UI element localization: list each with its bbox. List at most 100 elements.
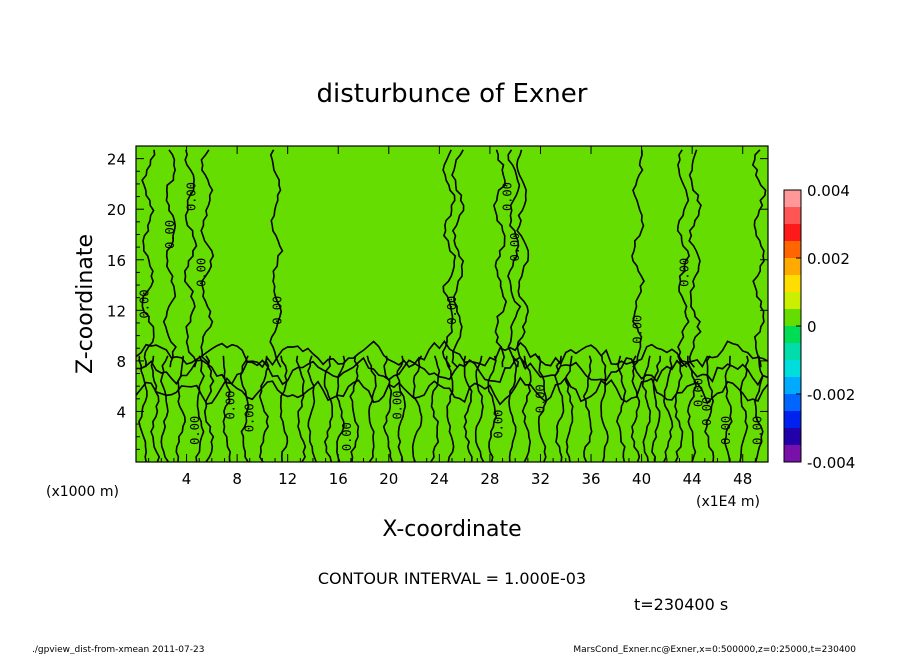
y-tick-label: 4 (116, 403, 126, 421)
x-tick-label: 40 (632, 470, 651, 488)
contour-line (175, 355, 186, 462)
contour-line (258, 355, 270, 462)
contour-line (631, 149, 645, 368)
contour-label: 0.00 (243, 403, 257, 432)
contour-line (487, 355, 498, 462)
contour-line (396, 355, 407, 462)
colorbar-tick-label: -0.002 (807, 386, 855, 404)
contour-line (136, 376, 768, 406)
contour-label: 0.00 (270, 296, 284, 325)
contour-line (686, 355, 697, 462)
contour-line (203, 355, 215, 462)
contour-label: 0.00 (195, 258, 209, 287)
contour-line (463, 355, 473, 462)
contour-label: 0.00 (390, 391, 404, 420)
footer-right: MarsCond_Exner.nc@Exner,x=0:500000,z=0:2… (573, 645, 856, 654)
contour-line (366, 355, 377, 462)
colorbar-segment (784, 275, 801, 292)
contour-line (474, 355, 485, 462)
footer-left: ./gpview_dist-from-xmean 2011-07-23 (32, 645, 204, 654)
contour-line (751, 149, 767, 368)
contour-line (136, 339, 768, 369)
contour-line (754, 355, 764, 462)
contour-line (195, 355, 205, 462)
contour-line (739, 355, 749, 462)
contour-line (222, 355, 232, 462)
x-tick-label: 16 (329, 470, 348, 488)
contour-line (307, 355, 317, 462)
contour-line (335, 355, 346, 462)
colorbar-segment (784, 428, 801, 445)
contour-label: 0.00 (631, 315, 645, 344)
colorbar-tick-label: 0.002 (807, 250, 850, 268)
y-tick-label: 20 (107, 201, 126, 219)
contour-label: 0.00 (163, 220, 177, 249)
contour-line (183, 149, 198, 368)
contour-labels: 0.000.000.000.000.00 0.000.000.000.000.00… (138, 182, 765, 451)
contour-line (200, 149, 215, 368)
x-unit-left: (x1000 m) (46, 484, 119, 500)
colorbar (783, 189, 802, 463)
contour-line (641, 355, 652, 462)
contour-line (411, 355, 423, 462)
contour-line (493, 149, 508, 368)
x-tick-label: 20 (379, 470, 398, 488)
contour-label: 0.00 (500, 182, 514, 211)
contour-label: 0.00 (751, 416, 765, 445)
x-tick-label: 36 (581, 470, 600, 488)
x-unit-right: (x1E4 m) (696, 494, 760, 510)
colorbar-segment (784, 360, 801, 377)
x-axis-label: X-coordinate (382, 517, 521, 542)
contour-line (537, 355, 548, 462)
y-tick-label: 16 (107, 252, 126, 270)
contour-line (441, 149, 457, 368)
contour-line (295, 355, 307, 462)
contour-label: 0.00 (719, 416, 733, 445)
colorbar-segment (784, 292, 801, 309)
contour-line (521, 355, 532, 462)
colorbar-segment (784, 445, 801, 462)
colorbar-tick-label: -0.004 (807, 454, 855, 472)
colorbar-segment (784, 411, 801, 428)
contour-line (516, 149, 530, 368)
contour-line (138, 355, 148, 462)
contour-line (279, 355, 289, 462)
x-tick-label: 4 (182, 470, 192, 488)
y-axis: 4 8 12 16 20 24 (107, 151, 768, 450)
colorbar-segment (784, 258, 801, 275)
contour-line (451, 149, 465, 368)
y-axis-label: Z-coordinate (73, 234, 98, 374)
contour-line (704, 355, 715, 462)
contour-label: 0.00 (340, 422, 354, 451)
plot-area: 0.000.000.000.000.00 0.000.000.000.000.00… (136, 146, 768, 462)
contour-label: 0.00 (492, 410, 506, 439)
x-tick-label: 32 (531, 470, 550, 488)
colorbar-segment (784, 326, 801, 343)
y-tick-label: 12 (107, 302, 126, 320)
contour-line (600, 355, 609, 462)
contour-line (676, 149, 690, 368)
colorbar-segment (784, 224, 801, 241)
y-tick-label: 24 (107, 151, 126, 169)
contour-interval-text: CONTOUR INTERVAL = 1.000E-03 (318, 569, 586, 588)
colorbar-segment (784, 241, 801, 258)
contour-line (663, 355, 674, 462)
contour-line (688, 149, 702, 368)
contour-line (445, 355, 455, 462)
contour-lines (136, 149, 768, 462)
x-tick-label: 28 (480, 470, 499, 488)
colorbar-segment (784, 377, 801, 394)
contour-label: 0.00 (224, 391, 238, 420)
x-tick-label: 24 (430, 470, 449, 488)
contour-line (651, 355, 661, 462)
contour-line (349, 355, 360, 462)
contour-line (160, 355, 170, 462)
contour-label: 0.00 (700, 397, 714, 426)
contour-label: 0.00 (445, 296, 459, 325)
x-tick-label: 8 (232, 470, 242, 488)
contour-line (382, 355, 393, 462)
y-tick-label: 8 (116, 353, 126, 371)
colorbar-ticks: 0.004 0.002 0 -0.002 -0.004 (796, 182, 855, 472)
contour-line (141, 149, 156, 368)
contour-label: 0.00 (691, 378, 705, 407)
